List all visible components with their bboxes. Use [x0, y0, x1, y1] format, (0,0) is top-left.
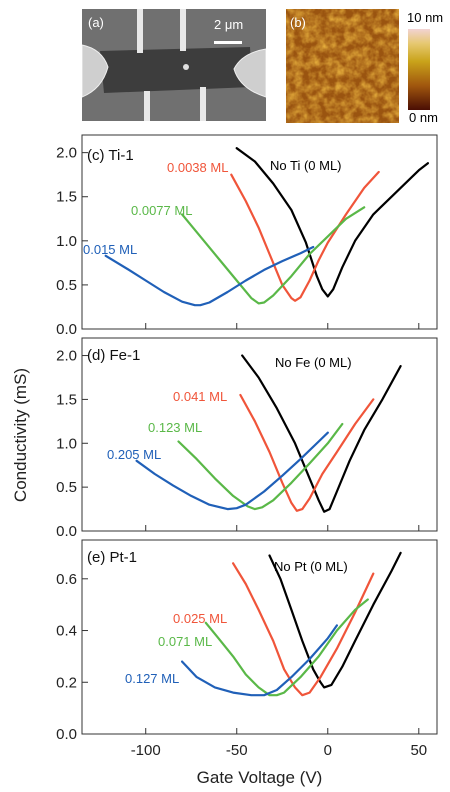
series-label: No Ti (0 ML) [270, 158, 342, 173]
series-label: 0.071 ML [158, 634, 212, 649]
x-tick-label: 0 [324, 742, 332, 759]
plot-frame-3 [82, 540, 437, 734]
x-tick-label: 50 [410, 742, 427, 759]
series-label: 0.123 ML [148, 420, 202, 435]
y-tick-label: 0.2 [56, 674, 77, 691]
y-axis-label: Conductivity (mS) [11, 368, 30, 502]
series-label: No Pt (0 ML) [274, 559, 348, 574]
series-line [242, 356, 400, 512]
series-label: 0.0077 ML [131, 203, 192, 218]
y-tick-label: 1.5 [56, 189, 77, 206]
series-line [137, 433, 328, 509]
series-label: 0.025 ML [173, 611, 227, 626]
y-tick-label: 1.0 [56, 233, 77, 250]
y-tick-label: 0.0 [56, 523, 77, 540]
panel-label-3: (e) Pt-1 [87, 549, 137, 566]
series-line [231, 172, 378, 301]
y-tick-label: 0.5 [56, 277, 77, 294]
y-tick-label: 0.0 [56, 726, 77, 743]
y-tick-label: 1.5 [56, 391, 77, 408]
y-tick-label: 0.6 [56, 571, 77, 588]
y-tick-label: 0.5 [56, 479, 77, 496]
panel-label-2: (d) Fe-1 [87, 347, 140, 364]
x-axis-label: Gate Voltage (V) [197, 768, 323, 787]
y-tick-label: 2.0 [56, 348, 77, 365]
panel-label-1: (c) Ti-1 [87, 147, 134, 164]
series-label: 0.205 ML [107, 447, 161, 462]
x-tick-label: -50 [226, 742, 248, 759]
series-label: 0.127 ML [125, 671, 179, 686]
series-line [182, 207, 364, 303]
y-tick-label: 2.0 [56, 145, 77, 162]
x-tick-label: -100 [131, 742, 161, 759]
series-label: 0.041 ML [173, 389, 227, 404]
y-tick-label: 0.0 [56, 321, 77, 338]
series-label: No Fe (0 ML) [275, 355, 352, 370]
y-tick-label: 0.4 [56, 623, 77, 640]
y-tick-label: 1.0 [56, 435, 77, 452]
series-label: 0.015 ML [83, 242, 137, 257]
series-label: 0.0038 ML [167, 160, 228, 175]
plot-frame-2 [82, 338, 437, 531]
